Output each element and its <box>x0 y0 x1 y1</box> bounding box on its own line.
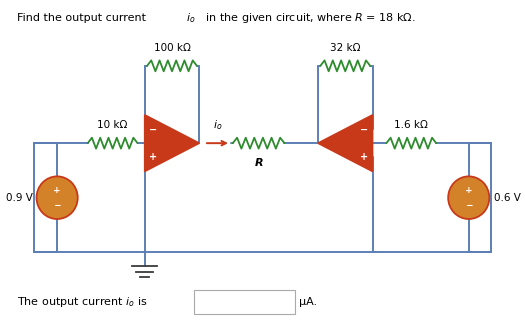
Text: 32 kΩ: 32 kΩ <box>330 43 361 53</box>
Circle shape <box>37 176 78 219</box>
Text: +: + <box>149 152 158 162</box>
Text: $i_o$: $i_o$ <box>213 118 222 132</box>
Text: 1.6 kΩ: 1.6 kΩ <box>394 120 428 130</box>
Text: 100 kΩ: 100 kΩ <box>153 43 191 53</box>
Text: −: − <box>149 125 158 135</box>
Text: +: + <box>54 186 61 195</box>
Polygon shape <box>145 115 200 171</box>
Polygon shape <box>318 115 373 171</box>
Circle shape <box>448 176 489 219</box>
Text: −: − <box>54 201 61 210</box>
Text: in the given circuit, where $R$ = 18 kΩ.: in the given circuit, where $R$ = 18 kΩ. <box>202 11 415 25</box>
Text: 0.9 V: 0.9 V <box>6 193 33 203</box>
Text: 10 kΩ: 10 kΩ <box>98 120 128 130</box>
Text: −: − <box>465 201 472 210</box>
Text: μA.: μA. <box>299 297 318 307</box>
Text: Find the output current: Find the output current <box>17 13 150 23</box>
FancyBboxPatch shape <box>194 290 295 314</box>
Text: +: + <box>360 152 368 162</box>
Text: $i_o$: $i_o$ <box>186 11 196 25</box>
Text: 0.6 V: 0.6 V <box>494 193 520 203</box>
Text: +: + <box>465 186 472 195</box>
Text: The output current $i_o$ is: The output current $i_o$ is <box>17 295 148 309</box>
Text: R: R <box>254 158 263 168</box>
Text: −: − <box>360 125 368 135</box>
